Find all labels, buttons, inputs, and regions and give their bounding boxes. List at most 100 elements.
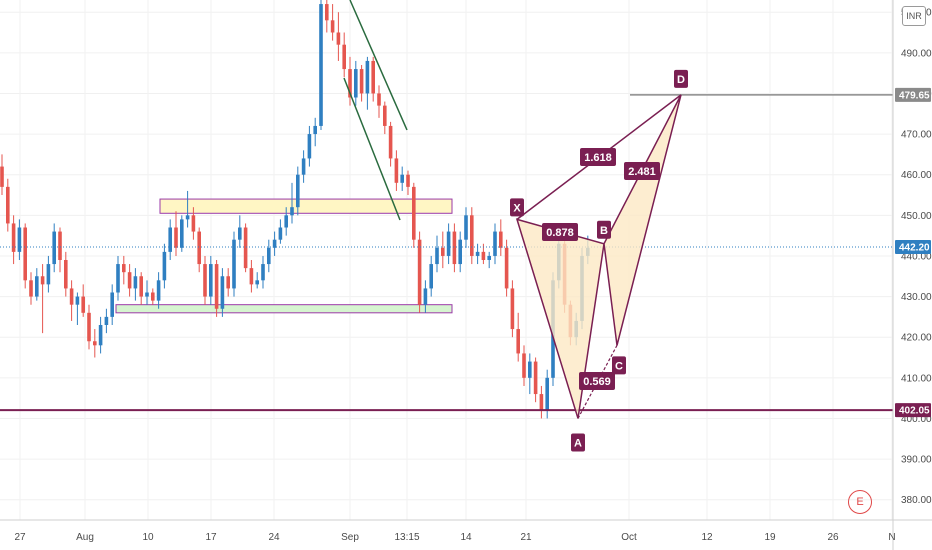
ratio-badge — [580, 148, 616, 166]
candle-body — [209, 264, 213, 297]
pattern-point-x — [510, 198, 524, 217]
candle-body — [145, 292, 149, 297]
x-tick-label: Sep — [341, 532, 359, 543]
y-tick-label: 400.00 — [901, 414, 932, 425]
candle-body — [313, 125, 317, 135]
candle-body — [52, 231, 56, 265]
candle-body — [58, 231, 62, 260]
pattern-point-b — [597, 220, 611, 239]
harmonic-pattern[interactable]: X A B C D 0.878 0.569 1.618 2.481 — [343, 0, 688, 452]
candle-body — [348, 69, 352, 98]
candle-body — [342, 44, 346, 70]
candle-body — [75, 296, 80, 305]
x-tick-label: 27 — [14, 532, 26, 543]
x-tick-label: N — [888, 532, 895, 543]
candle-body — [400, 174, 404, 183]
price-tag-support — [895, 403, 931, 418]
currency-badge[interactable]: INR — [902, 6, 926, 26]
candle-body — [6, 186, 10, 224]
candle-body — [93, 341, 97, 346]
candle-body — [40, 276, 45, 285]
ratio-label: 0.878 — [546, 227, 574, 239]
y-tick-label: 410.00 — [901, 373, 932, 384]
x-tick-label: 12 — [701, 532, 713, 543]
candle-body — [29, 280, 33, 297]
candle-body — [64, 260, 68, 289]
ratio-label: 1.618 — [584, 152, 612, 164]
y-tick-label: 490.00 — [901, 48, 932, 59]
x-tick-label: Aug — [76, 532, 94, 543]
candle-body — [290, 207, 294, 216]
candle-body — [156, 280, 161, 301]
candle-body — [510, 288, 515, 330]
y-tick-label: 450.00 — [901, 211, 932, 222]
pattern-point-c — [612, 356, 626, 375]
candle-body — [406, 174, 410, 187]
x-tick-label: 17 — [205, 532, 217, 543]
y-tick-label: 460.00 — [901, 170, 932, 181]
candle-body — [116, 264, 120, 293]
candle-body — [203, 264, 207, 297]
candle-body — [238, 227, 242, 240]
pattern-point-a — [571, 433, 585, 452]
candle-body — [272, 239, 277, 248]
candle-body — [516, 329, 520, 354]
candle-body — [493, 231, 497, 256]
y-tick-label: 430.00 — [901, 292, 932, 303]
price-tag-last-text: 442.20 — [899, 243, 930, 254]
events-icon[interactable]: E — [848, 490, 872, 514]
candle-body — [87, 312, 91, 342]
candle-body — [533, 361, 538, 395]
candle-body — [69, 288, 74, 305]
candle-body — [354, 69, 358, 98]
candle-body — [162, 251, 167, 281]
pattern-point-label: B — [600, 225, 608, 237]
candle-body — [388, 125, 393, 159]
channel-lower-line — [343, 77, 401, 221]
pattern-point-label: D — [677, 74, 685, 86]
candle-body — [325, 4, 329, 21]
candle-body — [0, 166, 4, 187]
ratio-badge — [579, 372, 615, 390]
x-tick-label: 24 — [268, 532, 280, 543]
candle-body — [545, 377, 549, 411]
candle-body — [487, 255, 491, 260]
candle-body — [296, 174, 300, 208]
x-tick-label: 21 — [520, 532, 532, 543]
candle-body — [185, 215, 190, 220]
support-zone — [115, 304, 453, 314]
candle-body — [180, 219, 184, 248]
y-tick-label: 470.00 — [901, 130, 932, 141]
candle-body — [307, 134, 312, 159]
candle-body — [104, 316, 109, 325]
ratio-badge — [624, 162, 660, 180]
candle-body — [417, 239, 422, 305]
candle-body — [481, 251, 486, 260]
x-tick-label: Oct — [621, 532, 637, 543]
candle-body — [371, 60, 375, 94]
candle-body — [151, 292, 155, 301]
candle-body — [365, 60, 370, 94]
candle-body — [98, 325, 103, 346]
candle-body — [359, 69, 364, 94]
candle-body — [214, 264, 219, 309]
candle-body — [458, 239, 462, 265]
price-lines-layer — [0, 94, 893, 412]
price-axis[interactable]: 380.00 390.00 400.00 410.00 420.00 430.00 440.… — [892, 0, 932, 550]
candle-body — [139, 276, 143, 297]
ratio-label: 0.569 — [583, 376, 611, 388]
time-axis[interactable]: 27 Aug 10 17 24 Sep 13:15 14 21 Oct 12 19 26 N — [0, 519, 932, 543]
candle-body — [110, 292, 114, 317]
x-tick-label: 26 — [827, 532, 839, 543]
candle-body — [499, 231, 503, 248]
candle-body — [435, 247, 439, 265]
candle-body — [284, 215, 288, 228]
x-tick-label: 19 — [764, 532, 776, 543]
bcd-triangle — [603, 94, 682, 346]
candle-body — [446, 231, 451, 256]
candle-body — [122, 264, 126, 273]
candle-body — [539, 394, 544, 411]
candle-body — [429, 264, 433, 289]
candle-body — [377, 93, 381, 106]
